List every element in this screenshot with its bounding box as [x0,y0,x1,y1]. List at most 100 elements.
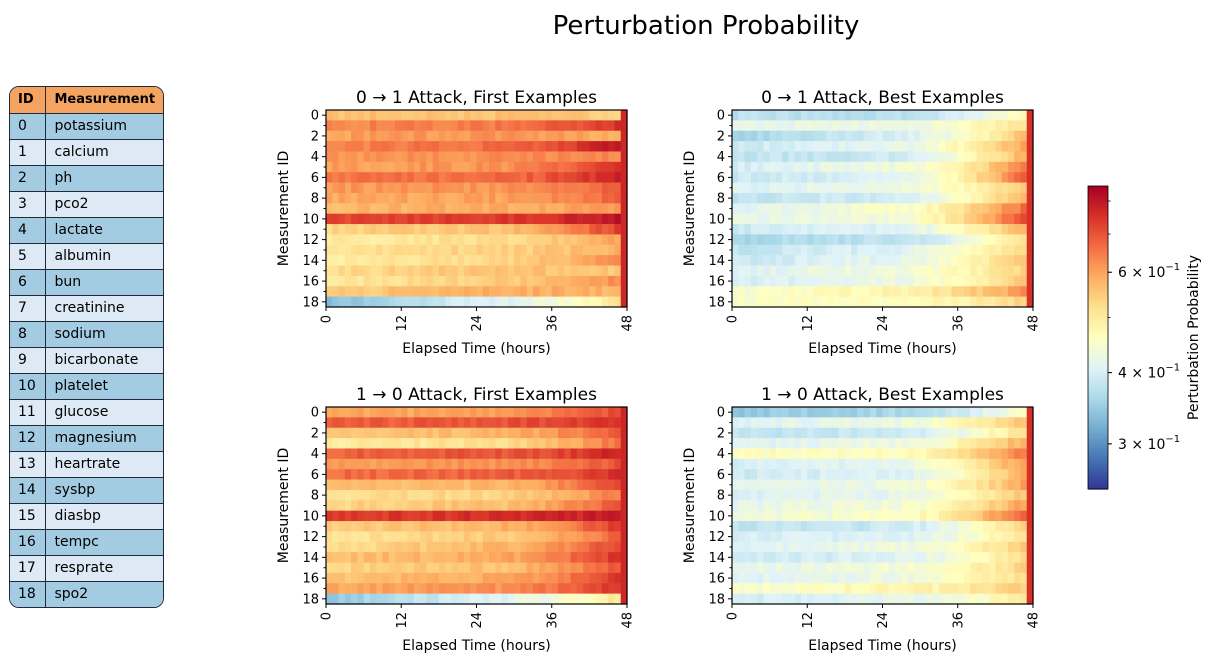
heatmap-cell [832,489,840,501]
heatmap-cell [907,120,915,132]
heatmap-cell [514,552,521,564]
y-tick-label: 4 [311,150,319,165]
heatmap-cell [1026,110,1034,121]
heatmap-cell [744,110,752,121]
heatmap-cell [332,562,340,574]
heatmap-cell [369,286,377,298]
heatmap-cell [432,275,440,287]
heatmap-cell [532,161,540,173]
heatmap-cell [451,234,459,246]
heatmap-cell [476,234,484,246]
colorbar-segment [1088,244,1108,248]
heatmap-cell [976,531,984,543]
heatmap-cell [413,521,421,533]
heatmap-cell [989,541,996,553]
heatmap-cell [844,510,852,522]
heatmap-cell [495,458,503,470]
heatmap-cell [819,141,827,153]
heatmap-cell [463,593,471,605]
heatmap-cell [407,469,415,481]
heatmap-cell [913,479,921,491]
heatmap-cell [489,161,496,173]
heatmap-cell [388,531,396,543]
heatmap-cell [1020,521,1028,533]
colorbar-segment [1088,213,1108,217]
heatmap-cell [807,427,815,439]
heatmap-cell [945,224,953,236]
heatmap-cell [763,458,771,470]
heatmap-cell [532,141,540,153]
heatmap-cell [564,572,572,584]
heatmap-cell [851,244,859,256]
heatmap-cell [407,234,415,246]
heatmap-cell [532,583,540,595]
heatmap-cell [907,489,915,501]
heatmap-cell [938,110,946,121]
heatmap-cell [938,255,946,267]
heatmap-cell [476,510,484,522]
heatmap-cell [932,438,940,450]
heatmap-cell [363,286,371,298]
heatmap-cell [832,552,840,564]
heatmap-cell [782,572,790,584]
heatmap-cell [1014,182,1022,194]
heatmap-cell [363,427,371,439]
y-tick-label: 16 [302,275,319,290]
heatmap-cell [769,213,777,225]
heatmap-cell [895,182,902,194]
heatmap-cell [445,572,453,584]
heatmap-cell [957,521,965,533]
heatmap-cell [863,572,871,584]
heatmap-cell [576,244,584,256]
x-tick-label: 36 [951,612,966,629]
heatmap-cell [595,224,603,236]
heatmap-cell [551,182,559,194]
heatmap-cell [514,141,521,153]
heatmap-cell [857,427,865,439]
heatmap-cell [782,244,790,256]
heatmap-cell [826,286,833,298]
heatmap-cell [763,562,771,574]
heatmap-cell [832,479,840,491]
heatmap-cell [957,120,965,132]
heatmap-cell [482,141,490,153]
heatmap-cell [589,500,597,512]
heatmap-cell [757,593,764,605]
colorbar-segment [1088,350,1108,354]
heatmap-cell [332,234,340,246]
heatmap-cell [832,151,840,163]
heatmap-cell [620,500,628,512]
heatmap-cell [545,265,553,277]
heatmap-cell [551,120,559,132]
heatmap-cell [514,562,521,574]
heatmap-cell [482,234,490,246]
heatmap-cell [832,593,840,605]
heatmap-cell [750,510,758,522]
heatmap-cell [938,182,946,194]
heatmap-cell [957,213,965,225]
heatmap-cell [932,172,940,184]
heatmap-cell [744,182,752,194]
heatmap-cell [551,469,559,481]
heatmap-cell [901,161,909,173]
heatmap-cell [920,593,927,605]
heatmap-cell [1007,583,1015,595]
heatmap-cell [501,593,509,605]
heatmap-cell [514,172,521,184]
heatmap-cell [564,182,572,194]
heatmap-cell [964,130,971,142]
heatmap-cell [982,265,990,277]
heatmap-cell [895,521,902,533]
heatmap-cell [775,521,783,533]
heatmap-cell [426,275,434,287]
heatmap-cell [995,469,1003,481]
heatmap-cell [757,161,764,173]
heatmap-cell [1020,141,1028,153]
heatmap-cell [876,286,884,298]
heatmap-cell [938,593,946,605]
heatmap-cell [920,244,927,256]
heatmap-cell [564,265,572,277]
heatmap-cell [800,407,808,418]
heatmap-cell [589,562,597,574]
heatmap-cell [332,448,340,460]
